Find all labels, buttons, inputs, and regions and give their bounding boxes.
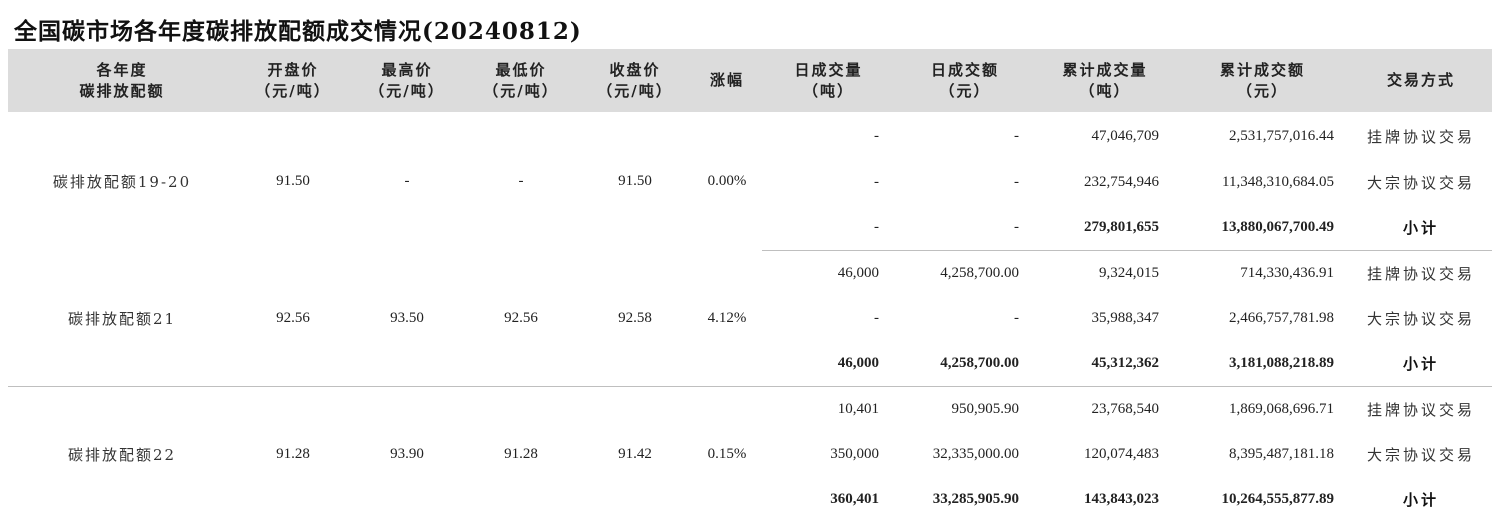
cum-volume: 35,988,347	[1035, 296, 1175, 341]
header-cum-amount: 累计成交额（元）	[1175, 49, 1350, 112]
trade-method: 大宗协议交易	[1350, 296, 1492, 341]
allowance-name: 碳排放配额22	[8, 387, 236, 522]
cum-amount: 11,348,310,684.05	[1175, 160, 1350, 205]
daily-amount: -	[895, 296, 1035, 341]
allowance-name: 碳排放配额19-20	[8, 112, 236, 251]
header-change: 涨幅	[692, 49, 762, 112]
trade-method: 大宗协议交易	[1350, 160, 1492, 205]
daily-amount: -	[895, 205, 1035, 251]
header-daily-amount: 日成交额（元）	[895, 49, 1035, 112]
daily-volume: -	[762, 160, 895, 205]
low-price: 91.28	[464, 387, 578, 522]
close-price: 91.50	[578, 112, 692, 251]
cum-volume: 45,312,362	[1035, 341, 1175, 387]
header-method: 交易方式	[1350, 49, 1492, 112]
cum-volume: 143,843,023	[1035, 477, 1175, 522]
table-header-row: 各年度碳排放配额 开盘价（元/吨） 最高价（元/吨） 最低价（元/吨） 收盘价（…	[8, 49, 1492, 112]
table-row: 碳排放配额21 92.56 93.50 92.56 92.58 4.12% 46…	[8, 251, 1492, 297]
daily-volume: -	[762, 112, 895, 160]
cum-amount: 2,466,757,781.98	[1175, 296, 1350, 341]
header-allowance: 各年度碳排放配额	[8, 49, 236, 112]
low-price: 92.56	[464, 251, 578, 387]
high-price: 93.90	[350, 387, 464, 522]
header-daily-volume: 日成交量（吨）	[762, 49, 895, 112]
high-price: 93.50	[350, 251, 464, 387]
close-price: 91.42	[578, 387, 692, 522]
daily-amount: -	[895, 112, 1035, 160]
change-pct: 0.15%	[692, 387, 762, 522]
daily-amount: 4,258,700.00	[895, 341, 1035, 387]
header-high-price: 最高价（元/吨）	[350, 49, 464, 112]
open-price: 91.28	[236, 387, 350, 522]
daily-amount: 32,335,000.00	[895, 432, 1035, 477]
change-pct: 0.00%	[692, 112, 762, 251]
header-open-price: 开盘价（元/吨）	[236, 49, 350, 112]
cum-volume: 279,801,655	[1035, 205, 1175, 251]
high-price: -	[350, 112, 464, 251]
trade-method: 挂牌协议交易	[1350, 387, 1492, 433]
trade-method: 挂牌协议交易	[1350, 251, 1492, 297]
header-cum-volume: 累计成交量（吨）	[1035, 49, 1175, 112]
cum-volume: 47,046,709	[1035, 112, 1175, 160]
daily-volume: 46,000	[762, 251, 895, 297]
table-row: 碳排放配额19-20 91.50 - - 91.50 0.00% - - 47,…	[8, 112, 1492, 160]
allowance-name: 碳排放配额21	[8, 251, 236, 387]
daily-volume: 10,401	[762, 387, 895, 433]
daily-amount: 950,905.90	[895, 387, 1035, 433]
daily-volume: -	[762, 296, 895, 341]
cum-volume: 232,754,946	[1035, 160, 1175, 205]
daily-amount: 33,285,905.90	[895, 477, 1035, 522]
cum-amount: 8,395,487,181.18	[1175, 432, 1350, 477]
daily-volume: 360,401	[762, 477, 895, 522]
trade-method: 小计	[1350, 477, 1492, 522]
cum-volume: 120,074,483	[1035, 432, 1175, 477]
daily-amount: 4,258,700.00	[895, 251, 1035, 297]
cum-amount: 13,880,067,700.49	[1175, 205, 1350, 251]
cum-amount: 2,531,757,016.44	[1175, 112, 1350, 160]
low-price: -	[464, 112, 578, 251]
header-close-price: 收盘价（元/吨）	[578, 49, 692, 112]
trade-method: 小计	[1350, 205, 1492, 251]
table-row: 碳排放配额22 91.28 93.90 91.28 91.42 0.15% 10…	[8, 387, 1492, 433]
trade-method: 挂牌协议交易	[1350, 112, 1492, 160]
daily-amount: -	[895, 160, 1035, 205]
cum-volume: 23,768,540	[1035, 387, 1175, 433]
daily-volume: 46,000	[762, 341, 895, 387]
trade-method: 小计	[1350, 341, 1492, 387]
open-price: 92.56	[236, 251, 350, 387]
cum-amount: 714,330,436.91	[1175, 251, 1350, 297]
cum-volume: 9,324,015	[1035, 251, 1175, 297]
page-title: 全国碳市场各年度碳排放配额成交情况(20240812)	[14, 12, 582, 46]
trade-method: 大宗协议交易	[1350, 432, 1492, 477]
daily-volume: 350,000	[762, 432, 895, 477]
cum-amount: 10,264,555,877.89	[1175, 477, 1350, 522]
carbon-market-table: 各年度碳排放配额 开盘价（元/吨） 最高价（元/吨） 最低价（元/吨） 收盘价（…	[8, 49, 1492, 522]
close-price: 92.58	[578, 251, 692, 387]
cum-amount: 1,869,068,696.71	[1175, 387, 1350, 433]
daily-volume: -	[762, 205, 895, 251]
header-low-price: 最低价（元/吨）	[464, 49, 578, 112]
open-price: 91.50	[236, 112, 350, 251]
cum-amount: 3,181,088,218.89	[1175, 341, 1350, 387]
change-pct: 4.12%	[692, 251, 762, 387]
